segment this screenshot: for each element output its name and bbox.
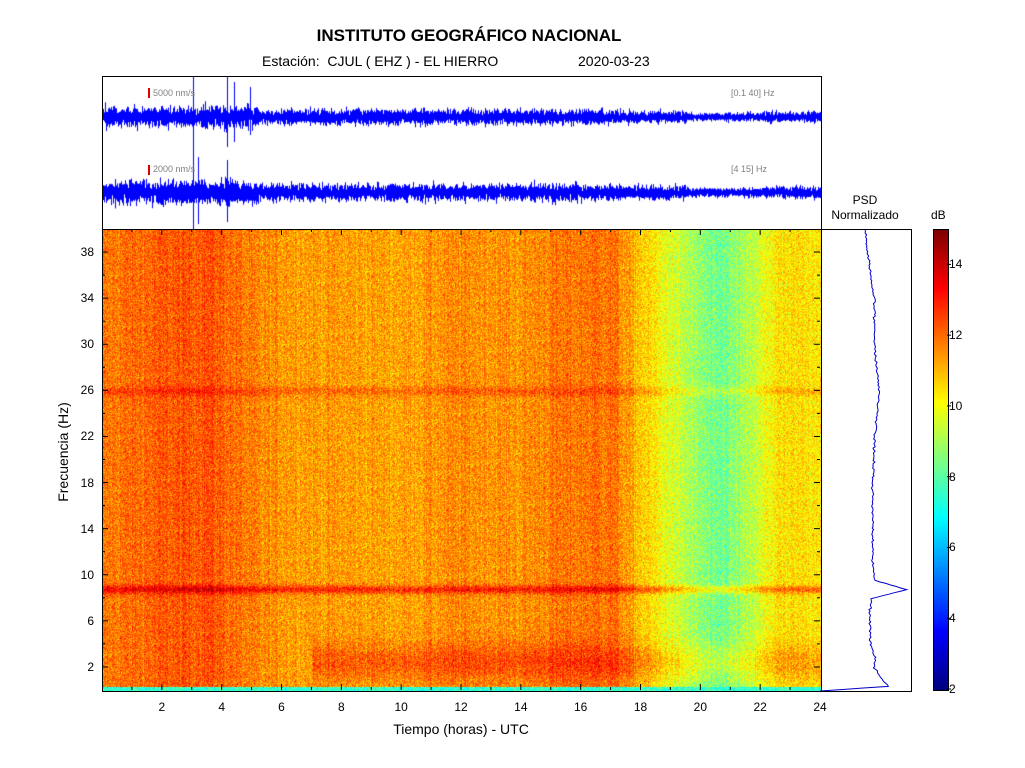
station-label: Estación: CJUL ( EHZ ) - EL HIERRO [262,53,499,69]
amplitude-scale-bar [148,165,150,175]
x-tick-label: 4 [218,700,225,714]
spectrogram-image [103,230,821,691]
colorbar-tick-label: 8 [949,469,956,484]
y-tick-label: 38 [80,245,94,260]
colorbar [933,229,949,691]
x-tick-label: 20 [693,700,707,714]
x-axis-label: Tiempo (horas) - UTC [393,721,529,737]
x-tick-label: 16 [573,700,588,714]
y-tick-label: 22 [80,429,94,444]
psd-line [819,229,909,692]
seismogram-broadband-trace [103,77,821,153]
colorbar-gradient [934,230,948,690]
amplitude-scale-bar [148,88,150,98]
colorbar-tick-label: 12 [949,328,963,343]
y-tick-label: 10 [80,567,94,582]
x-tick-label: 2 [158,700,166,714]
date-label: 2020-03-23 [578,53,650,69]
psd-panel [819,229,912,692]
y-tick-label: 18 [80,475,94,490]
y-axis-label: Frecuencia (Hz) [55,402,71,502]
y-tick-label: 2 [87,659,94,674]
colorbar-label: dB [931,208,946,222]
y-tick-label: 34 [80,291,94,306]
y-tick-label: 14 [80,521,94,536]
seismogram-filtered: 2000 nm/s [4 15] Hz [102,152,822,230]
x-tick-label: 6 [278,700,285,714]
x-tick-label: 14 [514,700,528,714]
x-tick-label: 8 [337,700,345,714]
x-tick-label: 22 [753,700,767,714]
y-tick-label: 30 [80,337,94,352]
x-tick-label: 24 [813,700,827,714]
chart-title: INSTITUTO GEOGRÁFICO NACIONAL [316,26,622,45]
filter-band-label: [4 15] Hz [731,164,768,174]
seismogram-broadband: 5000 nm/s [0.1 40] Hz [102,76,822,154]
y-tick-label: 26 [80,383,94,398]
x-tick-label: 12 [454,700,468,714]
psd-title: PSD [852,193,878,207]
x-tick-label: 18 [633,700,648,714]
filter-band-label: [0.1 40] Hz [731,88,775,98]
seismogram-filtered-trace [103,152,821,229]
colorbar-tick-label: 2 [949,682,956,696]
psd-curve [819,229,909,692]
y-tick-label: 6 [87,613,94,628]
colorbar-tick-label: 6 [949,540,956,555]
psd-subtitle: Normalizado [831,208,899,222]
colorbar-tick-label: 4 [949,611,956,626]
amplitude-scale-label: 5000 nm/s [153,88,196,98]
amplitude-scale-label: 2000 nm/s [153,164,196,174]
spectrogram [102,229,822,692]
x-tick-label: 10 [394,700,408,714]
colorbar-tick-label: 10 [949,398,963,413]
colorbar-tick-label: 14 [949,257,963,272]
